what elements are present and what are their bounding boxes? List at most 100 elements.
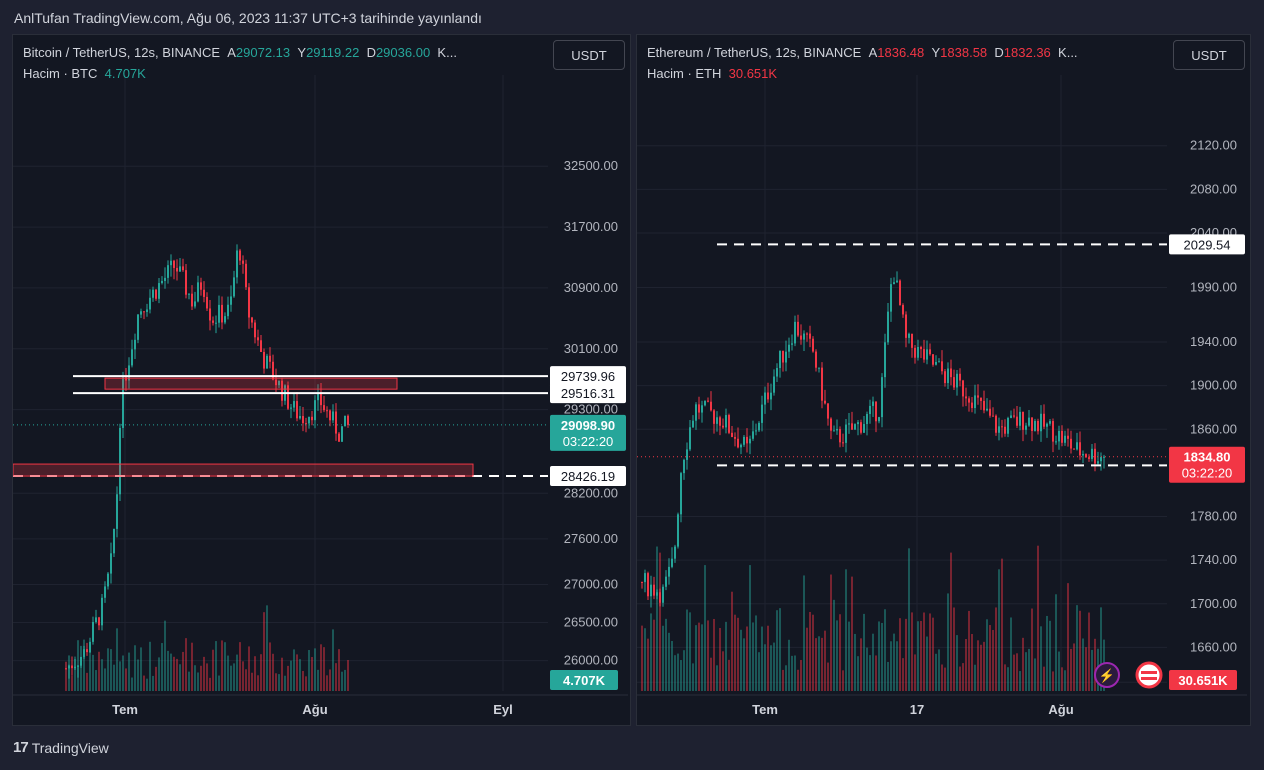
currency-button[interactable]: USDT bbox=[553, 40, 625, 70]
volume-bar bbox=[1085, 647, 1087, 691]
btc-chart[interactable]: 32500.00 31700.00 30900.00 30100.00 29300.00… bbox=[13, 35, 632, 727]
price-axis-label: 30100.00 bbox=[564, 341, 618, 356]
volume-bar bbox=[767, 625, 769, 691]
candle-body bbox=[239, 250, 241, 261]
candle-body bbox=[938, 361, 940, 363]
candle-body bbox=[914, 347, 916, 358]
candle-body bbox=[101, 597, 103, 626]
candle-body bbox=[968, 398, 970, 403]
volume-bar bbox=[101, 659, 103, 691]
currency-button[interactable]: USDT bbox=[1173, 40, 1245, 70]
candle-body bbox=[752, 431, 754, 439]
brand-name: TradingView bbox=[31, 739, 109, 756]
candle-body bbox=[254, 322, 256, 338]
volume-bar bbox=[221, 640, 223, 691]
volume-bar bbox=[1010, 617, 1012, 691]
candle-body bbox=[1040, 413, 1042, 432]
candle-body bbox=[296, 401, 298, 419]
volume-bar bbox=[647, 638, 649, 691]
candle-body bbox=[155, 289, 157, 299]
volume-bar bbox=[146, 678, 148, 691]
candle-body bbox=[977, 395, 979, 398]
volume-bar bbox=[299, 659, 301, 691]
volume-bar bbox=[320, 644, 322, 691]
candle-body bbox=[725, 415, 727, 428]
volume-bar bbox=[665, 618, 667, 691]
candle-body bbox=[905, 314, 907, 338]
candle-body bbox=[1049, 421, 1051, 424]
candle-body bbox=[317, 393, 319, 401]
candle-body bbox=[947, 368, 949, 384]
candle-body bbox=[659, 592, 661, 603]
candle-body bbox=[971, 402, 973, 409]
resistance-zone bbox=[104, 377, 398, 390]
candle-body bbox=[1070, 438, 1072, 449]
volume-bar bbox=[935, 653, 937, 691]
candle-body bbox=[746, 436, 748, 444]
volume-bar bbox=[728, 659, 730, 691]
volume-bar bbox=[932, 617, 934, 691]
candle-body bbox=[908, 333, 910, 338]
candle-body bbox=[1094, 448, 1096, 464]
volume-bar bbox=[170, 653, 172, 691]
volume-bar bbox=[1037, 545, 1039, 691]
candle-body bbox=[326, 410, 328, 412]
price-axis-label: 26500.00 bbox=[564, 615, 618, 630]
tradingview-logo[interactable]: 17 TradingView bbox=[13, 739, 109, 756]
volume-bar bbox=[164, 620, 166, 691]
candle-body bbox=[821, 367, 823, 401]
candle-body bbox=[143, 311, 145, 313]
candle-body bbox=[179, 266, 181, 272]
eth-chart-panel[interactable]: 2120.00 2080.00 2040.00 1990.00 1940.00 1900.… bbox=[636, 34, 1251, 726]
volume-bar bbox=[1049, 620, 1051, 691]
volume-bar bbox=[740, 629, 742, 691]
volume-bar bbox=[1082, 638, 1084, 691]
candle-body bbox=[959, 373, 961, 381]
candle-body bbox=[770, 392, 772, 400]
candle-body bbox=[911, 333, 913, 348]
volume-bar bbox=[215, 641, 217, 691]
volume-bar bbox=[236, 654, 238, 691]
volume-bar bbox=[68, 655, 70, 691]
candle-body bbox=[1088, 457, 1090, 459]
candle-body bbox=[1073, 448, 1075, 450]
volume-bar bbox=[1058, 651, 1060, 691]
candle-body bbox=[311, 416, 313, 421]
candle-body bbox=[677, 514, 679, 547]
volume-bar bbox=[1040, 626, 1042, 691]
candle-body bbox=[173, 260, 175, 268]
volume-bar bbox=[1004, 664, 1006, 691]
candle-body bbox=[797, 321, 799, 336]
volume-bar bbox=[200, 665, 202, 691]
candle-body bbox=[137, 314, 139, 340]
volume-bar bbox=[680, 660, 682, 691]
eth-legend: Ethereum / TetherUS, 12s, BINANCE A1836.… bbox=[647, 45, 1078, 81]
candle-body bbox=[65, 668, 67, 670]
candle-body bbox=[698, 404, 700, 413]
candle-body bbox=[200, 282, 202, 290]
volume-bar bbox=[296, 654, 298, 691]
volume-bar bbox=[656, 546, 658, 691]
eth-chart[interactable]: 2120.002080.002040.001990.001940.001900.… bbox=[637, 35, 1252, 727]
candle-body bbox=[1097, 461, 1099, 464]
volume-bar bbox=[713, 618, 715, 691]
candle-body bbox=[935, 361, 937, 365]
candle-body bbox=[227, 304, 229, 317]
candle-body bbox=[644, 573, 646, 583]
volume-bar bbox=[1052, 671, 1054, 691]
candle-body bbox=[740, 444, 742, 448]
candle-body bbox=[722, 425, 724, 428]
candle-body bbox=[293, 401, 295, 408]
candle-body bbox=[1052, 421, 1054, 442]
volume-bar bbox=[782, 669, 784, 691]
volume-bar bbox=[125, 668, 127, 691]
candle-body bbox=[1034, 420, 1036, 431]
btc-chart-panel[interactable]: 32500.00 31700.00 30900.00 30100.00 29300.00… bbox=[12, 34, 631, 726]
candle-body bbox=[767, 392, 769, 400]
candle-body bbox=[1067, 435, 1069, 439]
candle-body bbox=[287, 385, 289, 409]
high-label: Y bbox=[931, 45, 941, 60]
candle-body bbox=[893, 282, 895, 285]
candle-body bbox=[896, 280, 898, 283]
volume-bar bbox=[233, 663, 235, 691]
